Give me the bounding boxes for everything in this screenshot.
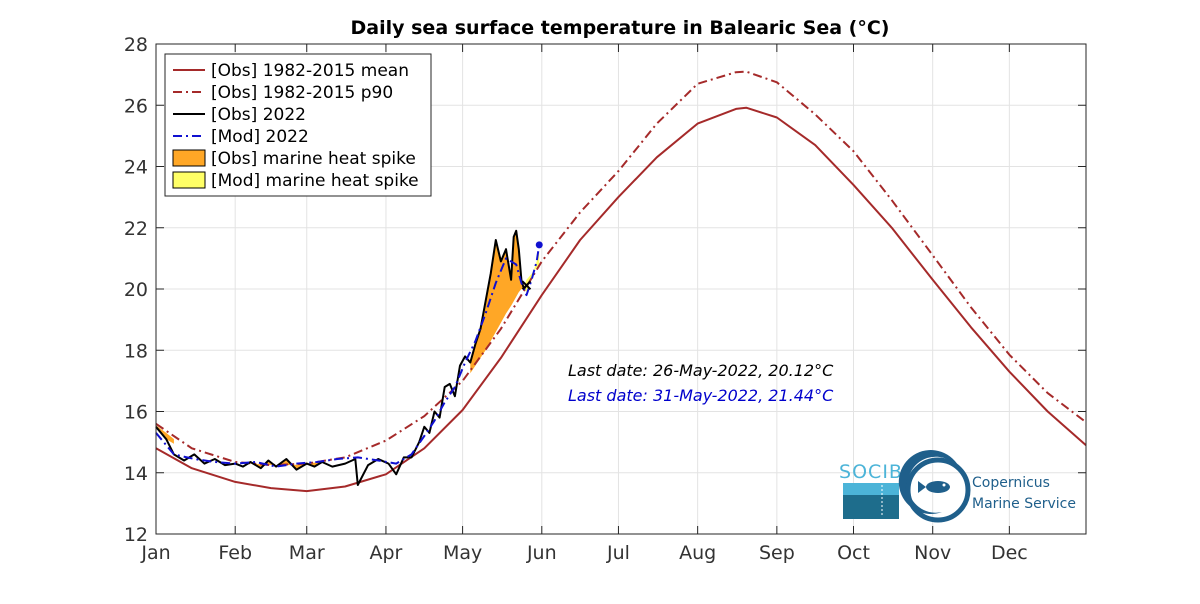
x-tick-label-oct: Oct xyxy=(837,542,870,564)
y-tick-label: 16 xyxy=(124,402,148,424)
area-mod-marine-heat-spike-0 xyxy=(523,252,540,293)
annotation-obs-last-date: Last date: 26-May-2022, 20.12°C xyxy=(568,361,834,380)
legend-box xyxy=(164,53,432,197)
fish-icon xyxy=(918,481,950,493)
series-obs-1982-2015-p90 xyxy=(155,70,1087,467)
x-tick-label-mar: Mar xyxy=(289,542,325,564)
legend-label-obs-2022: [Obs] 2022 xyxy=(211,105,306,125)
area-obs-marine-heat-spike-0 xyxy=(156,425,174,444)
x-tick-label-dec: Dec xyxy=(991,542,1028,564)
copernicus-ring-icon xyxy=(905,457,971,523)
y-tick-label: 12 xyxy=(124,524,148,546)
socib-logo-band xyxy=(843,483,899,495)
chart-title: Daily sea surface temperature in Baleari… xyxy=(351,17,890,39)
x-tick-label-apr: Apr xyxy=(370,542,403,564)
x-tick-label-nov: Nov xyxy=(914,542,951,564)
y-tick-label: 22 xyxy=(124,218,148,240)
x-tick-label-jan: Jan xyxy=(140,542,170,564)
legend-label-obs-1982-2015-mean: [Obs] 1982-2015 mean xyxy=(211,61,409,81)
legend-label-mod-2022: [Mod] 2022 xyxy=(211,127,309,147)
copernicus-logo: Copernicus Marine Service xyxy=(898,450,1076,523)
copernicus-logo-line1: Copernicus xyxy=(972,475,1050,491)
end-markers xyxy=(521,241,543,291)
copernicus-swirl-icon xyxy=(898,450,962,515)
socib-logo-text: SOCIB xyxy=(839,461,903,483)
legend-label-obs-marine-heat-spike: [Obs] marine heat spike xyxy=(211,149,416,169)
legend-label-mod-marine-heat-spike: [Mod] marine heat spike xyxy=(211,171,419,191)
x-tick-label-may: May xyxy=(443,542,482,564)
socib-logo: SOCIB xyxy=(839,461,903,519)
end-point-mod-2022 xyxy=(535,241,543,249)
x-tick-label-jun: Jun xyxy=(526,542,557,564)
y-tick-label: 14 xyxy=(124,463,148,485)
x-tick-label-jul: Jul xyxy=(606,542,630,564)
legend-swatch-mod-marine-heat-spike xyxy=(172,171,206,189)
x-tick-label-sep: Sep xyxy=(759,542,795,564)
y-tick-label: 26 xyxy=(124,95,148,117)
y-tick-label: 18 xyxy=(124,340,148,362)
area-obs-marine-heat-spike-2 xyxy=(470,230,524,374)
y-tick-label: 20 xyxy=(124,279,148,301)
end-point-obs-2022 xyxy=(521,280,532,291)
y-tick-label: 24 xyxy=(124,157,148,179)
series-mod-2022 xyxy=(155,244,541,468)
annotation-mod-last-date: Last date: 31-May-2022, 21.44°C xyxy=(568,386,834,405)
legend: [Obs] 1982-2015 mean[Obs] 1982-2015 p90[… xyxy=(164,53,432,197)
x-tick-label-aug: Aug xyxy=(679,542,716,564)
y-tick-label: 28 xyxy=(124,34,148,56)
copernicus-logo-line2: Marine Service xyxy=(972,496,1076,512)
legend-label-obs-1982-2015-p90: [Obs] 1982-2015 p90 xyxy=(211,83,393,103)
axis-ticks: 12 14 16 18 20 22 24 26 28 Jan Feb Mar Apr May Jun Jul A… xyxy=(124,34,1086,564)
series-obs-2022 xyxy=(155,229,528,486)
series-lines xyxy=(155,70,1087,493)
series-obs-1982-2015-mean xyxy=(155,106,1087,493)
legend-swatch-obs-marine-heat-spike xyxy=(172,149,206,167)
x-tick-label-feb: Feb xyxy=(218,542,252,564)
